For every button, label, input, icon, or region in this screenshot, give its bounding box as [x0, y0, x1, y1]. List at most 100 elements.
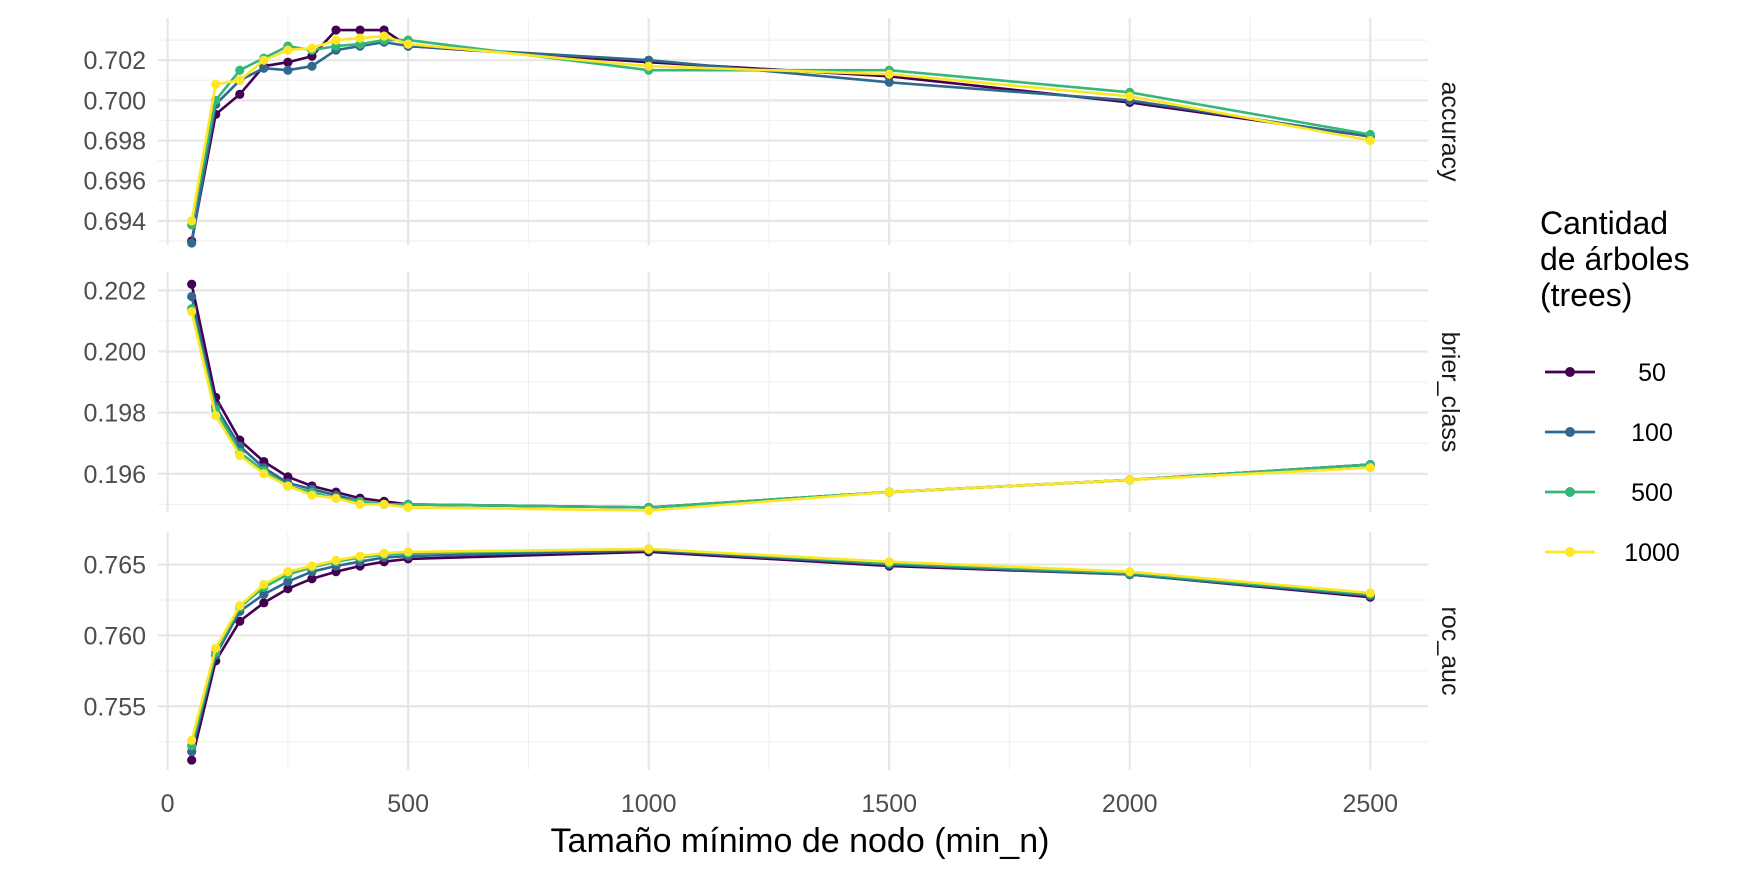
data-point-50 — [355, 25, 365, 35]
data-point-1000 — [307, 490, 317, 500]
data-point-1000 — [379, 499, 389, 509]
data-point-1000 — [235, 450, 245, 461]
x-tick-label: 2500 — [1342, 790, 1398, 818]
y-tick-label: 0.700 — [83, 87, 146, 115]
data-point-1000 — [1125, 475, 1135, 485]
data-point-500 — [235, 65, 245, 75]
y-tick-label: 0.760 — [83, 622, 146, 650]
data-point-1000 — [884, 69, 894, 79]
data-point-1000 — [283, 45, 293, 55]
data-point-1000 — [331, 493, 341, 503]
series-line-1000 — [190, 547, 1371, 741]
facet-label-roc_auc: roc_auc — [1436, 607, 1464, 696]
data-point-100 — [259, 63, 269, 73]
data-point-50 — [187, 279, 197, 289]
data-point-1000 — [307, 43, 317, 53]
data-point-1000 — [644, 505, 654, 516]
legend-key-point — [1565, 547, 1575, 557]
series-line-50 — [190, 28, 1371, 242]
data-point-1000 — [211, 79, 221, 89]
data-point-100 — [259, 589, 269, 599]
data-point-1000 — [1365, 588, 1375, 598]
y-tick-label: 0.702 — [83, 47, 146, 75]
data-point-1000 — [283, 567, 293, 577]
legend-label: 50 — [1638, 359, 1666, 387]
data-point-1000 — [259, 469, 269, 479]
y-tick-label: 0.696 — [83, 168, 146, 196]
data-point-100 — [307, 61, 317, 71]
data-point-50 — [283, 584, 293, 594]
data-point-1000 — [187, 735, 197, 745]
data-point-1000 — [211, 643, 221, 653]
facet-label-brier_class: brier_class — [1436, 332, 1464, 453]
x-tick-label: 0 — [161, 790, 175, 818]
data-point-1000 — [1125, 567, 1135, 577]
series-line-100 — [190, 549, 1371, 752]
data-point-1000 — [1365, 463, 1375, 473]
x-axis: 0 500 1000 1500 2000 2500 — [161, 790, 1398, 818]
data-point-1000 — [403, 547, 413, 557]
data-point-1000 — [259, 579, 269, 590]
legend-item-500: 500 — [1545, 479, 1673, 507]
data-point-50 — [187, 755, 197, 765]
data-point-1000 — [331, 35, 341, 45]
data-point-100 — [187, 238, 197, 248]
x-tick-label: 1000 — [621, 790, 677, 818]
y-tick-label: 0.200 — [83, 338, 146, 366]
data-point-1000 — [379, 548, 389, 558]
data-point-1000 — [283, 481, 293, 491]
y-tick-label: 0.765 — [83, 552, 146, 580]
data-point-100 — [283, 576, 293, 587]
data-point-1000 — [884, 557, 894, 567]
data-point-50 — [259, 598, 269, 608]
data-point-1000 — [884, 487, 894, 497]
x-tick-label: 1500 — [861, 790, 917, 818]
y-tick-label: 0.755 — [83, 693, 146, 721]
x-tick-label: 2000 — [1102, 790, 1158, 818]
data-point-1000 — [331, 555, 341, 565]
data-point-1000 — [403, 502, 413, 513]
legend-item-1000: 1000 — [1545, 539, 1680, 567]
legend-item-50: 50 — [1545, 359, 1666, 387]
data-point-100 — [283, 65, 293, 75]
legend-label: 500 — [1631, 479, 1673, 507]
legend-key-point — [1565, 367, 1575, 377]
data-point-1000 — [187, 216, 197, 226]
data-point-1000 — [355, 499, 365, 509]
y-tick-label: 0.202 — [83, 277, 146, 305]
x-axis-title: Tamaño mínimo de nodo (min_n) — [551, 822, 1050, 860]
data-point-1000 — [307, 561, 317, 571]
series-line-100 — [190, 40, 1371, 244]
y-tick-label: 0.196 — [83, 461, 146, 489]
legend-title-line: Cantidad — [1540, 205, 1668, 241]
data-point-50 — [283, 57, 293, 67]
series-line-500 — [190, 38, 1371, 226]
data-point-1000 — [1125, 91, 1135, 101]
data-point-50 — [331, 25, 341, 35]
data-point-50 — [307, 574, 317, 584]
data-point-1000 — [235, 601, 245, 611]
y-tick-label: 0.694 — [83, 208, 146, 236]
legend-title-line: de árboles — [1540, 241, 1689, 277]
data-point-1000 — [355, 551, 365, 561]
data-point-1000 — [644, 61, 654, 71]
data-point-1000 — [1365, 135, 1375, 146]
data-point-1000 — [211, 411, 221, 421]
series-line-1000 — [190, 34, 1371, 222]
data-point-1000 — [259, 55, 269, 65]
y-tick-label: 0.198 — [83, 400, 146, 428]
data-point-50 — [235, 89, 245, 99]
facet-label-accuracy: accuracy — [1436, 81, 1464, 182]
legend-key-point — [1565, 427, 1575, 437]
data-point-1000 — [379, 31, 389, 41]
legend-item-100: 100 — [1545, 419, 1673, 447]
data-point-1000 — [644, 544, 654, 554]
series-line-50 — [190, 550, 1371, 761]
x-tick-label: 500 — [387, 790, 429, 818]
data-point-1000 — [403, 39, 413, 49]
data-point-1000 — [355, 33, 365, 43]
panels-group: 0.6940.6960.6980.7000.702accuracy0.1960.… — [83, 18, 1464, 770]
data-point-1000 — [235, 75, 245, 85]
